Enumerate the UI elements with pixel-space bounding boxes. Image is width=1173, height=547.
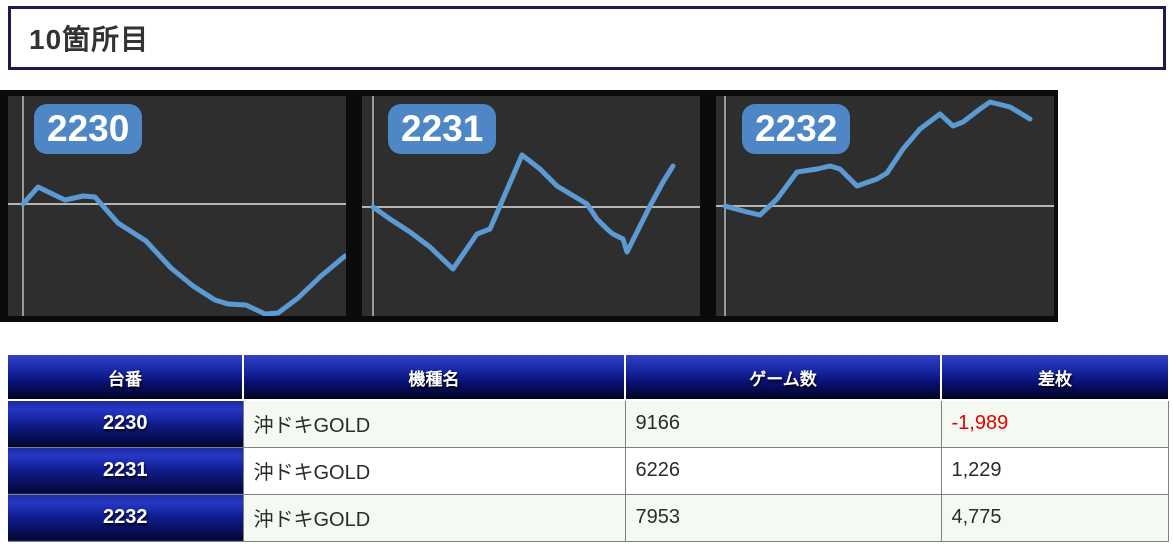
- column-header-games: ゲーム数: [625, 355, 942, 401]
- slump-graph-panel-2230: 2230: [8, 96, 346, 316]
- column-header-machine: 台番: [8, 355, 244, 401]
- game-count-cell: 7953: [625, 494, 942, 542]
- machine-number-badge: 2230: [34, 104, 143, 154]
- machine-number-badge: 2231: [388, 104, 497, 154]
- model-name-cell: 沖ドキGOLD: [243, 400, 626, 448]
- machine-number-badge: 2232: [742, 104, 851, 154]
- model-name-cell: 沖ドキGOLD: [243, 494, 626, 542]
- coin-diff-cell: -1,989: [941, 400, 1169, 448]
- slump-graph-svg: [362, 96, 700, 316]
- column-header-model: 機種名: [243, 355, 626, 401]
- machine-number-cell: 2232: [8, 494, 244, 542]
- slump-graph-svg: [8, 96, 346, 316]
- machine-row-2230: 2230 沖ドキGOLD 9166 -1,989: [8, 400, 1169, 448]
- machine-row-2231: 2231 沖ドキGOLD 6226 1,229: [8, 447, 1169, 495]
- slump-line-series: [20, 184, 346, 316]
- table-header-row: 台番 機種名 ゲーム数 差枚: [8, 355, 1168, 401]
- machine-number-cell: 2231: [8, 447, 244, 495]
- section-title: 10箇所目: [29, 24, 150, 55]
- game-count-cell: 6226: [625, 447, 942, 495]
- model-name-cell: 沖ドキGOLD: [243, 447, 626, 495]
- machine-results-table: 台番 機種名 ゲーム数 差枚 2230 沖ドキGOLD 9166 -1,989 2231 沖ドキ…: [8, 355, 1169, 542]
- machine-number-cell: 2230: [8, 400, 244, 448]
- slump-graph-panel-2232: 2232: [716, 96, 1054, 316]
- table-body: 2230 沖ドキGOLD 9166 -1,989 2231 沖ドキGOLD 6226 1,22…: [8, 400, 1169, 542]
- slump-graph-panel-2231: 2231: [362, 96, 700, 316]
- slump-line-series: [370, 152, 676, 272]
- machine-row-2232: 2232 沖ドキGOLD 7953 4,775: [8, 494, 1169, 542]
- slump-graphs-strip: 2230 2231 2232: [0, 90, 1058, 322]
- section-title-box: 10箇所目: [8, 6, 1166, 70]
- slump-line-series: [722, 99, 1033, 218]
- coin-diff-cell: 1,229: [941, 447, 1169, 495]
- slump-graph-svg: [716, 96, 1054, 316]
- game-count-cell: 9166: [625, 400, 942, 448]
- coin-diff-cell: 4,775: [941, 494, 1169, 542]
- column-header-diff: 差枚: [941, 355, 1168, 401]
